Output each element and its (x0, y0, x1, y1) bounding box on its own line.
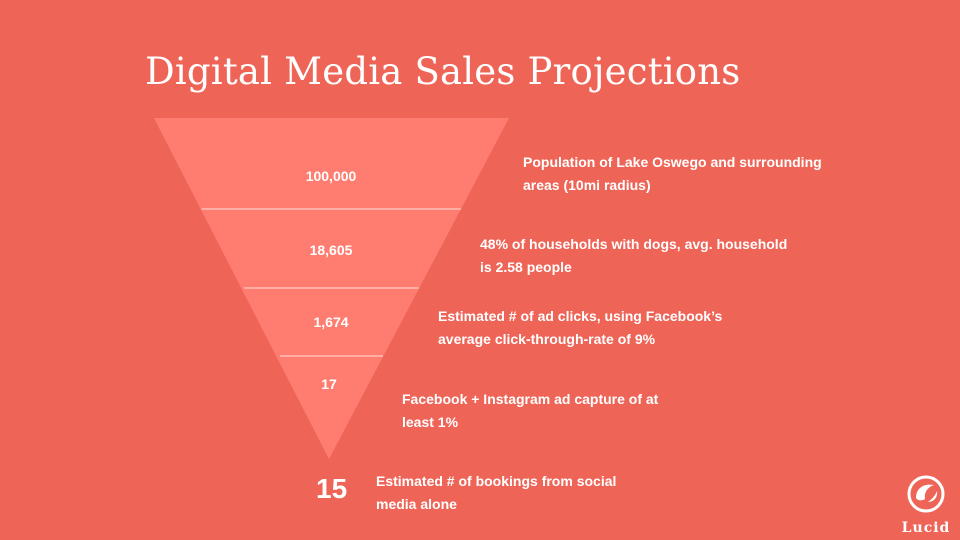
description-line: Facebook + Instagram ad capture of at (402, 391, 659, 407)
description-line: media alone (376, 496, 457, 512)
funnel-stage-3-description: Estimated # of ad clicks, using Facebook… (438, 305, 722, 351)
funnel-result-value: 15 (316, 473, 348, 504)
description-line: is 2.58 people (480, 259, 572, 275)
description-line: Estimated # of bookings from social (376, 473, 617, 489)
lucid-logo-text: Lucid (901, 520, 951, 536)
description-line: Population of Lake Oswego and surroundin… (523, 154, 822, 170)
description-line: Estimated # of ad clicks, using Facebook… (438, 308, 723, 324)
description-line: average click-through-rate of 9% (438, 331, 656, 347)
lucid-logo-icon (907, 475, 945, 513)
funnel-stage-4-value: 17 (321, 376, 337, 392)
funnel-stage-2-description: 48% of households with dogs, avg. househ… (480, 233, 787, 279)
funnel-stage-1-value: 100,000 (305, 168, 357, 184)
funnel-result-description: Estimated # of bookings from social medi… (376, 470, 616, 516)
lucid-logo: Lucid (898, 474, 954, 536)
description-line: 48% of households with dogs, avg. househ… (480, 236, 788, 252)
funnel-stage-1-description: Population of Lake Oswego and surroundin… (523, 151, 822, 197)
description-line: least 1% (402, 414, 459, 430)
description-line: areas (10mi radius) (523, 177, 651, 193)
funnel-stage-3-value: 1,674 (313, 314, 349, 330)
page-title: Digital Media Sales Projections (145, 50, 741, 93)
funnel-stage-2-value: 18,605 (309, 242, 353, 258)
funnel-stage-4-description: Facebook + Instagram ad capture of at le… (402, 388, 658, 434)
